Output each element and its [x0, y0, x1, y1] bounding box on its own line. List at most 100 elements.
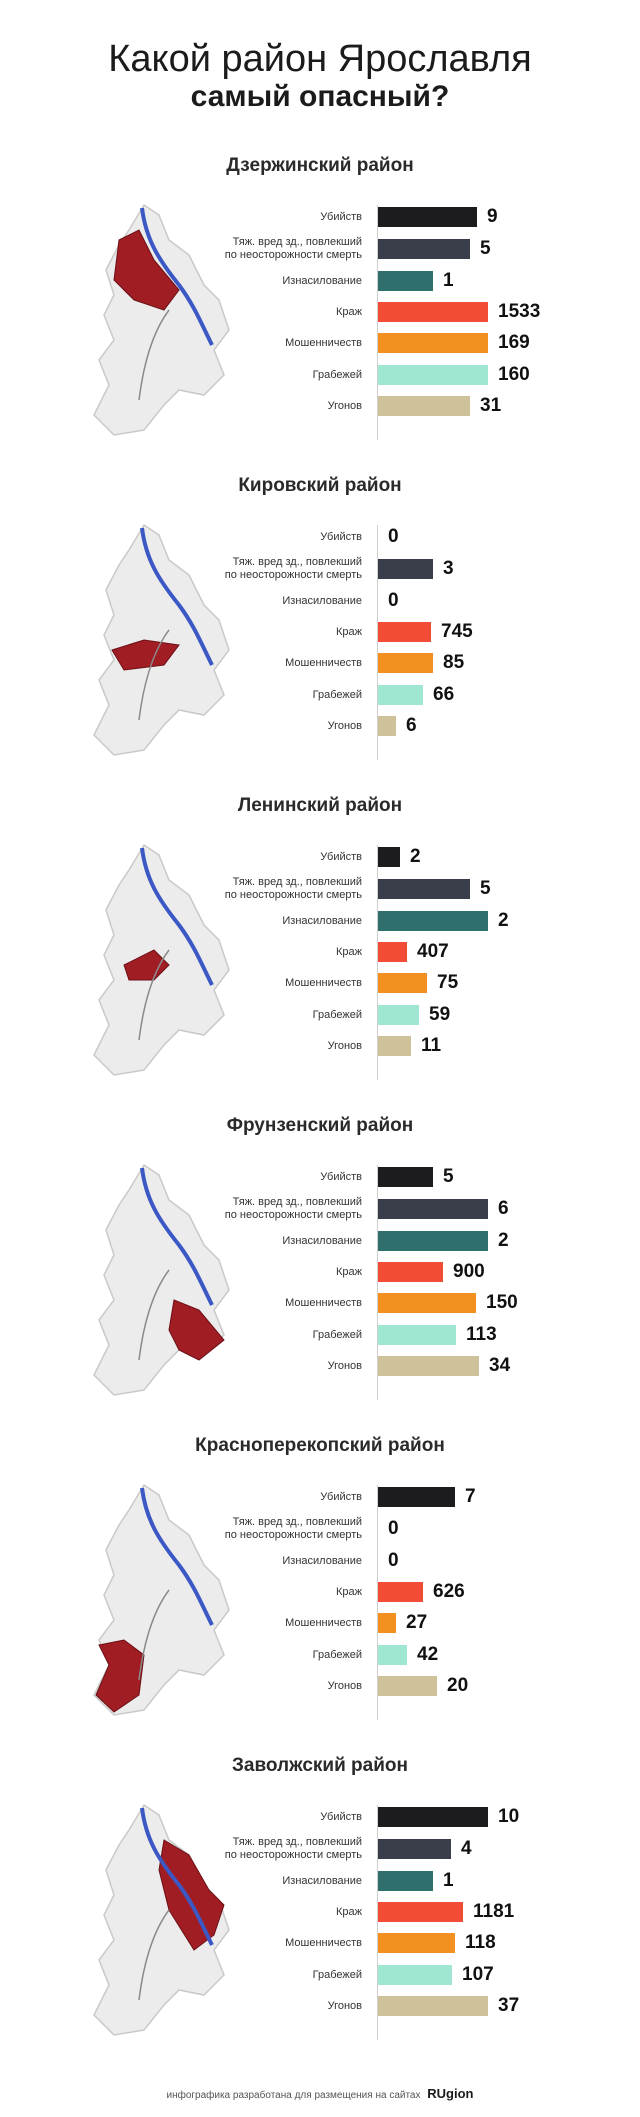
value-label: 11 [421, 1035, 442, 1056]
district-border [138, 309, 170, 401]
category-label: Убийств [320, 1490, 362, 1503]
footer-brand-logo: RUgion [427, 2086, 474, 2101]
value-label: 5 [480, 238, 491, 259]
city-outline [93, 523, 230, 756]
value-label: 66 [433, 684, 455, 705]
river [140, 527, 214, 666]
bar-injury [378, 1199, 488, 1219]
river [140, 847, 214, 986]
category-label: Убийств [320, 1810, 362, 1823]
district-map [84, 1160, 234, 1400]
bar-murders [378, 207, 477, 227]
category-label: Изнасилование [282, 914, 362, 927]
value-label: 31 [480, 395, 502, 416]
bar-robbery [378, 685, 423, 705]
value-label: 7 [465, 1486, 476, 1507]
bar-injury [378, 239, 470, 259]
value-label: 2 [498, 910, 509, 931]
bar-axis [377, 845, 378, 1080]
bar-robbery [378, 365, 488, 385]
value-label: 169 [498, 332, 530, 353]
category-label: Изнасилование [282, 274, 362, 287]
district-title: Ленинский район [237, 795, 403, 816]
category-label: Тяж. вред зд., повлекший по неосторожност… [224, 1196, 362, 1221]
category-label: Краж [335, 945, 362, 958]
value-label: 85 [443, 652, 465, 673]
value-label: 118 [465, 1932, 496, 1953]
value-label: 4 [461, 1838, 472, 1859]
category-label: Краж [335, 305, 362, 318]
category-label: Убийств [320, 850, 362, 863]
value-label: 20 [447, 1675, 469, 1696]
district-block: Фрунзенский район Убийств 5 Тяж. вред зд., … [0, 1115, 640, 1415]
category-label: Изнасилование [282, 594, 362, 607]
bar-fraud [378, 333, 488, 353]
category-label: Угонов [327, 1679, 362, 1692]
bar-rape [378, 911, 488, 931]
category-label: Мошенничеств [285, 1296, 362, 1309]
category-label: Мошенничеств [285, 336, 362, 349]
value-label: 5 [480, 878, 491, 899]
value-label: 160 [498, 364, 530, 385]
category-label: Мошенничеств [285, 656, 362, 669]
category-label: Мошенничеств [285, 1936, 362, 1949]
value-label: 1181 [473, 1901, 515, 1922]
category-label: Мошенничеств [285, 976, 362, 989]
bar-carjack [378, 716, 396, 736]
river [140, 1167, 214, 1306]
category-label: Угонов [327, 399, 362, 412]
value-label: 113 [466, 1324, 497, 1345]
bar-robbery [378, 1965, 452, 1985]
district-map [84, 1800, 234, 2040]
district-border [138, 1909, 170, 2001]
category-label: Мошенничеств [285, 1616, 362, 1629]
value-label: 9 [487, 206, 498, 227]
category-label: Тяж. вред зд., повлекший по неосторожност… [224, 1836, 362, 1861]
bar-rape [378, 1871, 433, 1891]
bar-murders [378, 1167, 433, 1187]
bar-rape [378, 1231, 488, 1251]
category-label: Грабежей [312, 1328, 362, 1341]
district-title: Заволжский район [232, 1755, 408, 1776]
value-label: 745 [441, 621, 473, 642]
value-label: 59 [429, 1004, 451, 1025]
district-highlight [113, 229, 180, 311]
district-block: Заволжский район Убийств 10 Тяж. вред зд., … [0, 1755, 640, 2055]
category-label: Тяж. вред зд., повлекший по неосторожност… [224, 1516, 362, 1541]
district-border [138, 1589, 170, 1681]
bar-theft [378, 1262, 443, 1282]
river [140, 1487, 214, 1626]
category-label: Изнасилование [282, 1234, 362, 1247]
category-label: Угонов [327, 719, 362, 732]
category-label: Тяж. вред зд., повлекший по неосторожност… [224, 876, 362, 901]
bar-theft [378, 1902, 463, 1922]
bar-carjack [378, 1676, 437, 1696]
district-title: Красноперекопский район [195, 1435, 445, 1456]
bar-robbery [378, 1325, 456, 1345]
category-label: Убийств [320, 210, 362, 223]
category-label: Краж [335, 1905, 362, 1918]
bar-carjack [378, 1036, 411, 1056]
category-label: Грабежей [312, 368, 362, 381]
river [140, 207, 214, 346]
district-highlight [111, 639, 180, 671]
value-label: 27 [406, 1612, 428, 1633]
value-label: 3 [443, 558, 454, 579]
river [140, 1807, 214, 1946]
district-block: Дзержинский район Убийств 9 Тяж. вред зд., … [0, 155, 640, 455]
category-label: Тяж. вред зд., повлекший по неосторожност… [224, 236, 362, 261]
district-border [138, 629, 170, 721]
district-title: Дзержинский район [226, 155, 414, 176]
bar-carjack [378, 1996, 488, 2016]
district-highlight [95, 1639, 145, 1713]
value-label: 626 [433, 1581, 465, 1602]
district-map [84, 200, 234, 440]
bar-fraud [378, 653, 433, 673]
district-map [84, 1480, 234, 1720]
district-border [138, 949, 170, 1041]
bar-carjack [378, 396, 470, 416]
bar-injury [378, 559, 433, 579]
value-label: 5 [443, 1166, 454, 1187]
bar-fraud [378, 1293, 476, 1313]
district-border [138, 1269, 170, 1361]
